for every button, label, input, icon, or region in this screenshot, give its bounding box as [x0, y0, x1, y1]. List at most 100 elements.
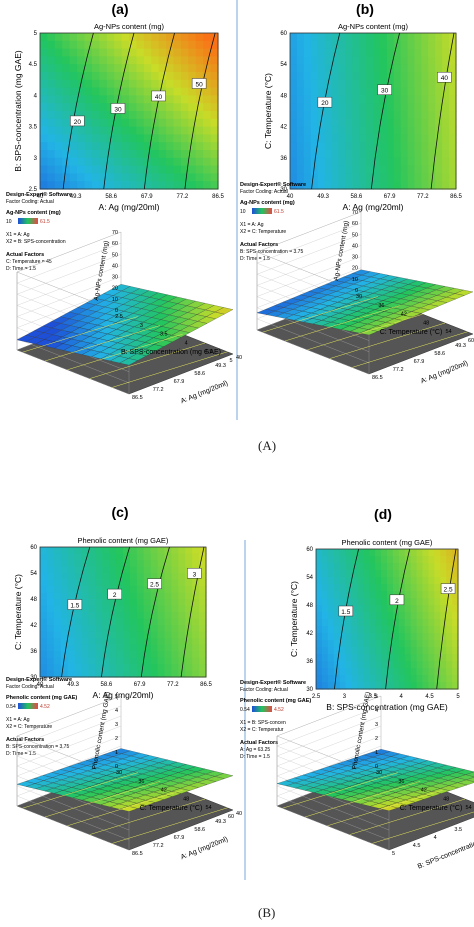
- contour-cell: [47, 157, 56, 167]
- contour-cell: [316, 570, 323, 578]
- contour-cell: [446, 682, 453, 690]
- contour-cell: [116, 638, 124, 646]
- contour-cell: [316, 563, 323, 571]
- contour-cell: [40, 612, 48, 620]
- contour-label-box: [147, 578, 162, 589]
- contour-cell: [46, 664, 55, 672]
- contour-cell: [60, 664, 69, 672]
- contour-cell: [435, 103, 443, 112]
- contour-cell: [114, 118, 123, 128]
- contour-cell: [136, 670, 145, 678]
- contour-cell: [414, 150, 423, 159]
- contour-cell: [171, 618, 179, 626]
- contour-cell: [386, 72, 395, 81]
- contour-cell: [123, 566, 131, 574]
- contour-cell: [195, 56, 204, 65]
- contour-cell: [143, 553, 152, 561]
- contour-cell: [166, 48, 175, 57]
- contour-cell: [434, 584, 441, 592]
- contour-cell: [296, 95, 305, 104]
- contour-cell: [121, 33, 130, 42]
- contour-cell: [386, 33, 395, 42]
- contour-cell: [136, 72, 145, 81]
- contour-cell: [40, 664, 48, 672]
- contour-cell: [81, 631, 90, 639]
- contour-cell: [91, 118, 100, 128]
- contour-cell: [129, 111, 138, 120]
- contour-cell: [331, 126, 340, 135]
- contour-cell: [77, 64, 86, 73]
- contour-cell: [40, 586, 48, 594]
- contour-cell: [192, 592, 200, 600]
- contour-cell: [290, 40, 298, 50]
- contour-cell: [442, 33, 450, 42]
- contour-cell: [81, 625, 90, 633]
- contour-cell: [366, 79, 374, 89]
- contour-cell: [54, 72, 63, 81]
- contour-cell: [136, 638, 145, 646]
- contour-cell: [434, 640, 441, 648]
- contour-cell: [373, 87, 381, 96]
- contour-cell: [109, 625, 117, 633]
- contour-cell: [74, 566, 83, 574]
- x-tick-label: 2.5: [312, 694, 321, 700]
- contour-cell: [99, 134, 108, 143]
- contour-cell: [47, 87, 56, 96]
- contour-cell: [416, 647, 424, 655]
- contour-cell: [121, 181, 130, 190]
- contour-cell: [369, 682, 376, 690]
- contour-cell: [422, 549, 430, 557]
- contour-cell: [106, 72, 115, 81]
- contour-cell: [54, 95, 63, 104]
- contour-plot-c: 1.522.53: [39, 546, 207, 678]
- contour-cell: [195, 64, 204, 73]
- contour-cell: [321, 682, 329, 690]
- contour-cell: [407, 134, 416, 143]
- contour-cell: [67, 657, 76, 665]
- contour-line: [140, 546, 170, 678]
- contour-cell: [53, 651, 62, 659]
- contour-cell: [136, 618, 145, 626]
- contour-cell: [158, 79, 167, 89]
- floor-contour: [22, 316, 138, 353]
- contour-cell: [54, 173, 63, 182]
- contour-cell: [375, 549, 382, 557]
- contour-cell: [102, 586, 110, 594]
- contour-cell: [414, 40, 423, 50]
- contour-cell: [99, 103, 108, 112]
- contour-cell: [351, 619, 359, 627]
- contour-cell: [452, 612, 459, 620]
- contour-cell: [158, 72, 167, 81]
- contour-cell: [62, 72, 71, 81]
- contour-cell: [121, 79, 130, 89]
- contour-cell: [188, 48, 197, 57]
- contour-cell: [363, 647, 370, 655]
- contour-cell: [321, 619, 329, 627]
- contour-cell: [392, 584, 400, 592]
- contour-cell: [366, 165, 374, 174]
- contour-cell: [180, 72, 189, 81]
- contour-cell: [185, 625, 193, 633]
- contour-cell: [143, 625, 152, 633]
- contour-cell: [449, 142, 457, 151]
- contour-cell: [373, 134, 381, 143]
- contour-cell: [178, 670, 186, 678]
- contour-cell: [114, 79, 123, 89]
- contour-cell: [310, 165, 319, 174]
- contour-cell: [327, 563, 335, 571]
- contour-cell: [317, 126, 326, 135]
- contour-cell: [81, 638, 90, 646]
- contour-cell: [157, 664, 166, 672]
- contour-cell: [414, 64, 423, 73]
- contour-cell: [446, 598, 453, 606]
- contour-cell: [188, 95, 197, 104]
- contour-cell: [327, 612, 335, 620]
- floor-contour: [304, 781, 421, 818]
- contour-cell: [40, 150, 49, 159]
- contour-cell: [345, 40, 353, 50]
- contour-cell: [338, 72, 346, 81]
- contour-cell: [158, 181, 167, 190]
- contour-cell: [449, 95, 457, 104]
- contour-cell: [129, 638, 138, 646]
- contour-cell: [81, 618, 90, 626]
